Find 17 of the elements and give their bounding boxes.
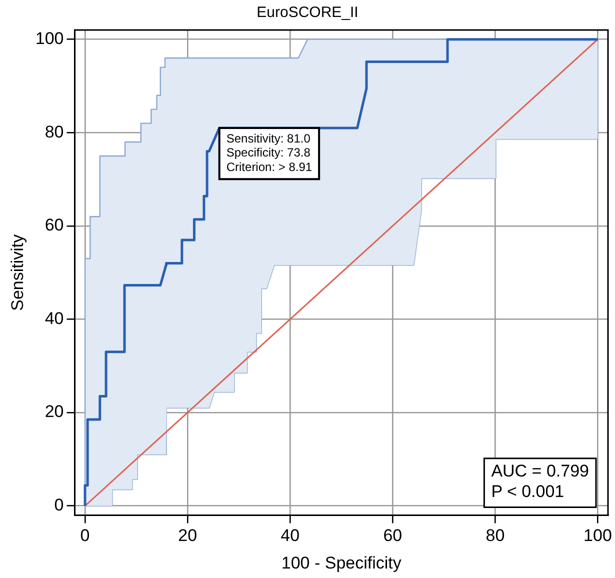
annotation: AUC = 0.799 P < 0.001 <box>491 462 589 501</box>
x-tick-label: 40 <box>280 526 300 546</box>
x-tick-label: 0 <box>80 526 90 546</box>
chart-title: EuroSCORE_II <box>256 4 358 22</box>
annotation: Sensitivity: 81.0 Specificity: 73.8 Criterion: > 8.91 <box>226 131 312 174</box>
x-tick-label: 60 <box>383 526 402 546</box>
x-tick-label: 20 <box>178 526 198 546</box>
y-tick-label: 40 <box>44 308 64 328</box>
y-tick-label: 80 <box>44 122 64 142</box>
y-tick-label: 60 <box>44 216 64 235</box>
x-tick-label: 100 <box>584 526 612 546</box>
y-tick-label: 20 <box>44 402 64 422</box>
x-axis-title: 100 - Specificity <box>281 553 402 572</box>
x-tick-label: 80 <box>486 526 505 546</box>
y-axis-title: Sensitivity <box>8 234 27 311</box>
y-tick-label: 100 <box>35 29 64 48</box>
y-tick-label: 0 <box>54 496 64 515</box>
